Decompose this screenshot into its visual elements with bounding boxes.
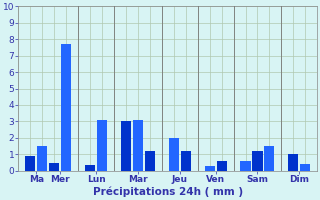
Bar [85, 165, 95, 171]
Bar [204, 166, 215, 171]
Bar [49, 163, 60, 171]
Bar [288, 154, 298, 171]
Bar [133, 120, 143, 171]
Bar [61, 44, 71, 171]
Bar [217, 161, 227, 171]
Bar [181, 151, 191, 171]
Bar [37, 146, 47, 171]
Bar [169, 138, 179, 171]
Bar [252, 151, 262, 171]
Bar [121, 121, 131, 171]
X-axis label: Précipitations 24h ( mm ): Précipitations 24h ( mm ) [93, 187, 243, 197]
Bar [264, 146, 275, 171]
Bar [145, 151, 155, 171]
Bar [240, 161, 251, 171]
Bar [300, 164, 310, 171]
Bar [25, 156, 36, 171]
Bar [97, 120, 107, 171]
